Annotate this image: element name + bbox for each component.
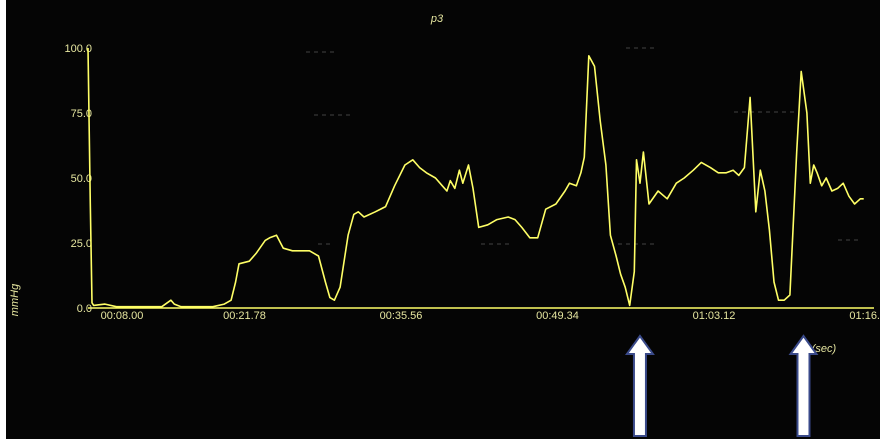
x-tick-label: 01:03.12 — [693, 310, 736, 322]
y-tick-label: 100.0 — [64, 43, 92, 55]
chart-frame: 0.0 25.0 50.0 75.0 100.0 00:08.00 00:21.78 00:… — [6, 0, 880, 439]
chart-title: p3 — [430, 13, 444, 25]
x-tick-label: 00:35.56 — [380, 310, 423, 322]
pressure-trace-line — [87, 47, 864, 308]
y-tick-label: 0.0 — [77, 303, 92, 315]
reference-dashes — [306, 47, 858, 245]
annotation-arrows — [624, 334, 819, 437]
up-arrow-annotation — [624, 334, 655, 437]
x-tick-label: 01:16. — [849, 310, 880, 322]
x-tick-labels: 00:08.00 00:21.78 00:35.56 00:49.34 01:03.12… — [101, 310, 880, 322]
y-axis-label: mmHg — [9, 283, 21, 316]
x-tick-label: 00:21.78 — [223, 310, 266, 322]
x-unit-label: (sec) — [812, 343, 837, 355]
y-tick-label: 25.0 — [71, 238, 92, 250]
x-tick-label: 00:49.34 — [536, 310, 579, 322]
y-tick-labels: 0.0 25.0 50.0 75.0 100.0 — [64, 43, 92, 315]
up-arrow-annotation — [788, 334, 819, 437]
series-group — [87, 47, 864, 308]
x-tick-label: 00:08.00 — [101, 310, 144, 322]
y-tick-label: 50.0 — [71, 173, 92, 185]
y-tick-label: 75.0 — [71, 108, 92, 120]
